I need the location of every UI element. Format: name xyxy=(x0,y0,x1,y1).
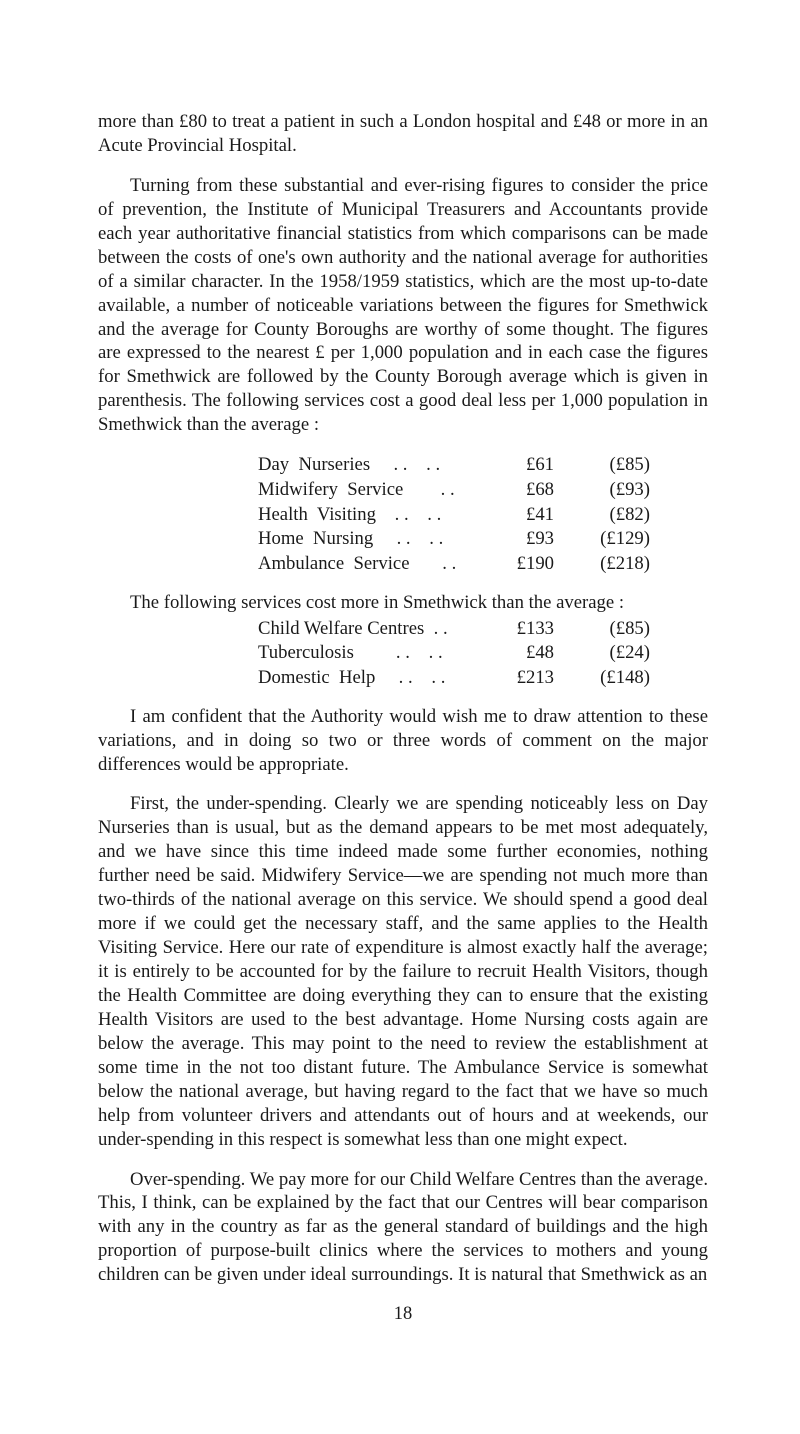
paragraph-underspending: First, the under-spending. Clearly we ar… xyxy=(98,792,708,1151)
row-value-average: (£82) xyxy=(554,503,650,528)
row-value-smethwick: £93 xyxy=(476,527,554,552)
services-more-table: Child Welfare Centres . . £133 (£85) Tub… xyxy=(98,617,708,691)
lead-more-services: The following services cost more in Smet… xyxy=(98,591,708,615)
document-page: more than £80 to treat a patient in such… xyxy=(0,0,800,1434)
table-row: Midwifery Service . . £68 (£93) xyxy=(98,478,708,503)
row-label: Tuberculosis . . . . xyxy=(98,641,476,666)
row-value-average: (£218) xyxy=(554,552,650,577)
row-value-smethwick: £68 xyxy=(476,478,554,503)
table-row: Domestic Help . . . . £213 (£148) xyxy=(98,666,708,691)
row-value-average: (£85) xyxy=(554,617,650,642)
paragraph-overspending: Over-spending. We pay more for our Child… xyxy=(98,1168,708,1288)
table-row: Child Welfare Centres . . £133 (£85) xyxy=(98,617,708,642)
page-number: 18 xyxy=(98,1303,708,1327)
row-value-smethwick: £48 xyxy=(476,641,554,666)
table-row: Health Visiting . . . . £41 (£82) xyxy=(98,503,708,528)
row-value-average: (£93) xyxy=(554,478,650,503)
row-label: Day Nurseries . . . . xyxy=(98,453,476,478)
row-value-smethwick: £41 xyxy=(476,503,554,528)
table-row: Home Nursing . . . . £93 (£129) xyxy=(98,527,708,552)
paragraph-intro: more than £80 to treat a patient in such… xyxy=(98,110,708,158)
row-label: Domestic Help . . . . xyxy=(98,666,476,691)
table-row: Day Nurseries . . . . £61 (£85) xyxy=(98,453,708,478)
paragraph-authority: I am confident that the Authority would … xyxy=(98,705,708,777)
row-value-average: (£129) xyxy=(554,527,650,552)
services-less-table: Day Nurseries . . . . £61 (£85) Midwifer… xyxy=(98,453,708,576)
row-label: Ambulance Service . . xyxy=(98,552,476,577)
table-row: Tuberculosis . . . . £48 (£24) xyxy=(98,641,708,666)
row-label: Child Welfare Centres . . xyxy=(98,617,476,642)
row-value-smethwick: £213 xyxy=(476,666,554,691)
row-label: Midwifery Service . . xyxy=(98,478,476,503)
row-value-smethwick: £133 xyxy=(476,617,554,642)
table-row: Ambulance Service . . £190 (£218) xyxy=(98,552,708,577)
row-value-average: (£24) xyxy=(554,641,650,666)
row-label: Home Nursing . . . . xyxy=(98,527,476,552)
row-value-smethwick: £190 xyxy=(476,552,554,577)
row-value-average: (£85) xyxy=(554,453,650,478)
paragraph-prevention: Turning from these substantial and ever-… xyxy=(98,174,708,437)
row-value-smethwick: £61 xyxy=(476,453,554,478)
row-value-average: (£148) xyxy=(554,666,650,691)
row-label: Health Visiting . . . . xyxy=(98,503,476,528)
